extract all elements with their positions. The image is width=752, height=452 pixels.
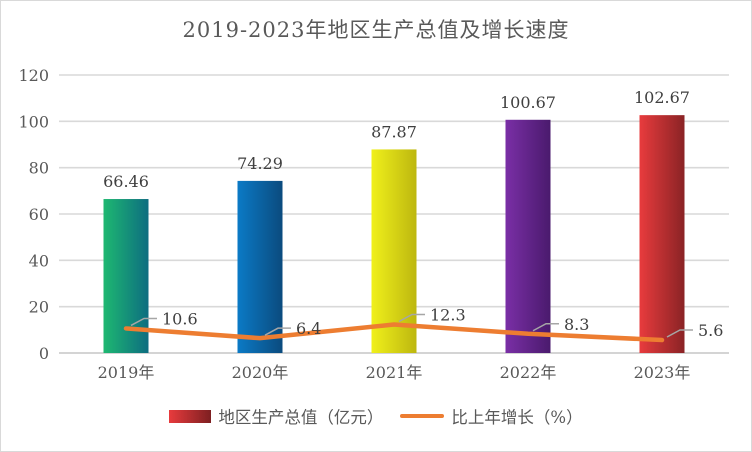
legend-bar-swatch [169, 409, 212, 423]
y-axis-tick-label-100: 100 [18, 112, 49, 131]
y-axis-tick-label-60: 60 [29, 205, 49, 224]
bar-2020年 [237, 180, 283, 353]
leader-line-2023年 [666, 329, 693, 338]
bar-2021年 [371, 149, 417, 353]
line-value-label-2021年: 12.3 [430, 306, 466, 325]
y-axis-tick-label-0: 0 [39, 344, 49, 363]
legend: 地区生产总值（亿元） 比上年增长（%） [1, 404, 751, 428]
bar-value-label-2020年: 74.29 [237, 154, 283, 173]
y-axis-tick-label-120: 120 [18, 66, 49, 85]
bar-value-label-2023年: 102.67 [634, 88, 690, 107]
line-value-label-2022年: 8.3 [564, 315, 589, 334]
leader-line-2021年 [398, 313, 425, 323]
bar-value-label-2021年: 87.87 [371, 122, 417, 141]
x-axis-label-2020年: 2020年 [232, 363, 289, 382]
y-axis-tick-label-20: 20 [29, 298, 49, 317]
line-value-label-2023年: 5.6 [698, 321, 723, 340]
line-value-label-2019年: 10.6 [162, 309, 198, 328]
chart-title: 2019-2023年地区生产总值及增长速度 [182, 18, 570, 42]
legend-line-series-label: 比上年增长（%） [451, 408, 583, 427]
growth-line [123, 322, 665, 343]
y-axis-tick-label-40: 40 [29, 251, 49, 270]
x-axis-label-2019年: 2019年 [98, 363, 155, 382]
legend-line-swatch [400, 413, 445, 419]
x-axis-label-2021年: 2021年 [366, 363, 423, 382]
bar-value-label-2022年: 100.67 [500, 93, 556, 112]
x-axis-label-2022年: 2022年 [500, 363, 557, 382]
line-value-label-2020年: 6.4 [296, 319, 321, 338]
bar-value-label-2019年: 66.46 [103, 172, 149, 191]
bar-2023年 [639, 115, 685, 354]
bar-2022年 [505, 119, 551, 354]
leader-line-2020年 [264, 327, 291, 336]
y-axis-tick-label-80: 80 [29, 159, 49, 178]
legend-bar-series-label: 地区生产总值（亿元） [218, 408, 384, 427]
leader-line-2022年 [532, 323, 559, 332]
leader-line-2019年 [130, 317, 157, 327]
x-axis-label-2023年: 2023年 [634, 363, 691, 382]
